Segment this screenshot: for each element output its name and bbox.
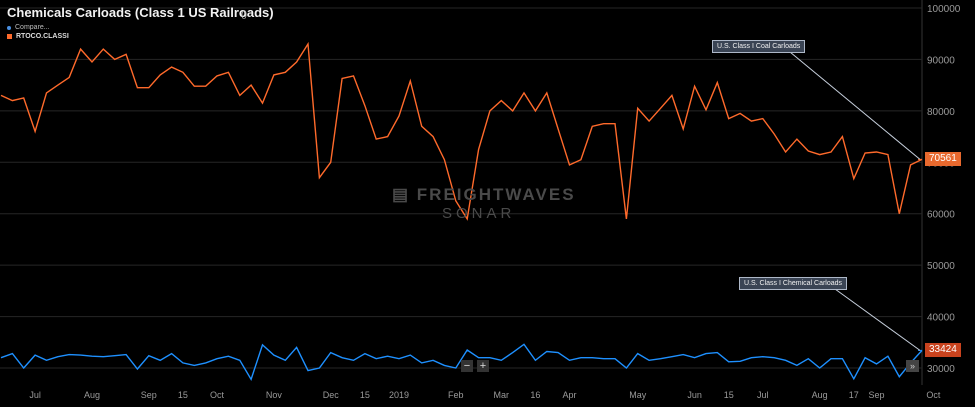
zoom-in-button[interactable]: + <box>477 360 489 372</box>
last-value-coal: 70561 <box>925 152 961 167</box>
x-tick-label: 2019 <box>389 390 409 400</box>
watermark: ▤ FREIGHTWAVES SONAR <box>392 185 576 222</box>
x-tick-label: Aug <box>812 390 828 400</box>
series-line-0 <box>0 41 923 221</box>
freightwaves-logo-icon: ▤ <box>392 185 417 204</box>
x-tick-label: 17 <box>849 390 859 400</box>
last-value-chemical: 33424 <box>925 343 961 358</box>
compare-label[interactable]: Compare... <box>15 24 50 31</box>
x-tick-label: Oct <box>210 390 225 400</box>
x-tick-label: Sep <box>869 390 885 400</box>
settings-toggle-icon[interactable]: () <box>241 9 247 19</box>
x-tick-label: 15 <box>724 390 734 400</box>
x-tick-label: Jul <box>29 390 41 400</box>
x-tick-label: Oct <box>926 390 941 400</box>
watermark-line2: SONAR <box>442 205 516 222</box>
callout-coal: U.S. Class I Coal Carloads <box>712 40 806 53</box>
x-tick-label: Apr <box>563 390 577 400</box>
callout-coal-leader <box>789 51 921 160</box>
callout-chemical: U.S. Class I Chemical Carloads <box>739 277 848 290</box>
x-tick-label: Aug <box>84 390 100 400</box>
zoom-out-button[interactable]: − <box>461 360 473 372</box>
y-tick-label: 80000 <box>927 107 955 118</box>
scroll-right-button[interactable]: » <box>906 360 919 372</box>
x-tick-label: 15 <box>360 390 370 400</box>
x-tick-label: 16 <box>530 390 540 400</box>
zoom-controls: − + <box>461 360 489 372</box>
y-tick-label: 60000 <box>927 210 955 221</box>
y-tick-label: 90000 <box>927 55 955 66</box>
watermark-line1: FREIGHTWAVES <box>416 185 576 204</box>
series-line-1 <box>0 343 923 381</box>
x-tick-label: May <box>629 390 647 400</box>
chart-title: Chemicals Carloads (Class 1 US Railroads… <box>7 5 274 20</box>
x-tick-label: Mar <box>494 390 510 400</box>
x-tick-label: 15 <box>178 390 188 400</box>
x-tick-label: Jun <box>687 390 702 400</box>
x-tick-label: Jul <box>757 390 769 400</box>
compare-dot-icon <box>7 25 11 30</box>
series-code: RTOCO.CLASSI <box>16 33 69 40</box>
legend-series[interactable]: RTOCO.CLASSI <box>7 33 69 40</box>
y-tick-label: 100000 <box>927 4 961 15</box>
x-tick-label: Nov <box>266 390 283 400</box>
y-tick-label: 30000 <box>927 364 955 375</box>
callout-chemical-leader <box>834 288 921 351</box>
x-tick-label: Feb <box>448 390 464 400</box>
series-swatch-icon <box>7 34 12 39</box>
y-tick-label: 40000 <box>927 313 955 324</box>
y-tick-label: 50000 <box>927 261 955 272</box>
legend-compare[interactable]: Compare... <box>7 24 50 31</box>
x-tick-label: Sep <box>141 390 157 400</box>
x-tick-label: Dec <box>323 390 340 400</box>
